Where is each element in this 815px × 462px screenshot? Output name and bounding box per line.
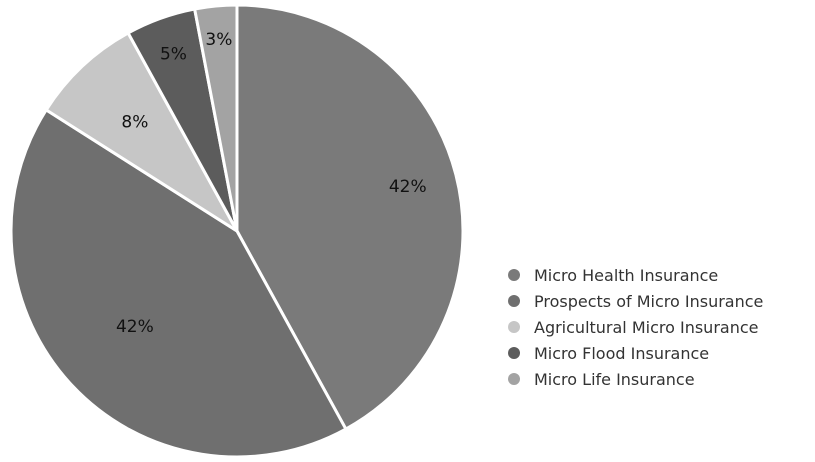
legend-swatch bbox=[508, 373, 520, 385]
legend-item: Micro Flood Insurance bbox=[508, 340, 763, 366]
pie-slice-label: 3% bbox=[205, 30, 232, 50]
pie-slice bbox=[193, 3, 239, 233]
legend-swatch bbox=[508, 347, 520, 359]
pie-slice bbox=[44, 31, 239, 233]
legend-item: Prospects of Micro Insurance bbox=[508, 288, 763, 314]
pie-slice-label: 5% bbox=[160, 45, 187, 65]
legend-item: Micro Life Insurance bbox=[508, 366, 763, 392]
legend-label: Micro Flood Insurance bbox=[534, 343, 710, 363]
pie-slice bbox=[9, 108, 348, 459]
legend-swatch bbox=[508, 295, 520, 307]
legend-label: Prospects of Micro Insurance bbox=[534, 291, 764, 311]
pie-slices bbox=[9, 3, 465, 459]
legend-item: Micro Health Insurance bbox=[508, 262, 763, 288]
legend-item: Agricultural Micro Insurance bbox=[508, 314, 763, 340]
pie-slice-label: 42% bbox=[389, 177, 427, 197]
legend-label: Agricultural Micro Insurance bbox=[534, 317, 759, 337]
legend-label: Micro Health Insurance bbox=[534, 265, 719, 285]
legend-swatch bbox=[508, 269, 520, 281]
legend-swatch bbox=[508, 321, 520, 333]
pie-slice-label: 8% bbox=[121, 112, 148, 132]
legend-label: Micro Life Insurance bbox=[534, 369, 695, 389]
pie-slice-label: 42% bbox=[116, 317, 154, 337]
pie-slice bbox=[235, 3, 465, 431]
pie-slice-labels: 42% 42% 8% 5% 3% bbox=[116, 30, 427, 337]
chart-legend: Micro Health Insurance Prospects of Micr… bbox=[508, 262, 763, 392]
